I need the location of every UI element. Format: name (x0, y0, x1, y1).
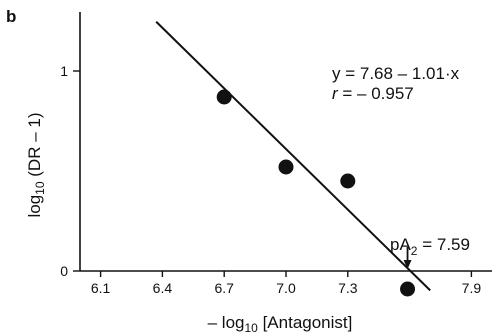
regression-line (155, 21, 431, 292)
x-ticks: 6.1 6.4 6.7 7.0 7.3 7.9 (91, 271, 481, 296)
x-tick-label: 6.4 (153, 280, 173, 296)
pa2-label-sub: 2 (411, 244, 418, 258)
y-axis-label-pre: log (25, 195, 44, 218)
pa2-arrow-head (403, 260, 412, 269)
regression-equation: y = 7.68 – 1.01·x (332, 64, 460, 83)
data-point (400, 281, 416, 297)
x-axis-label-post: [Antagonist] (258, 313, 353, 332)
x-axis-label-sub: 10 (245, 321, 259, 334)
panel-label: b (6, 7, 16, 26)
data-point (278, 159, 294, 175)
y-tick-label: 1 (60, 63, 68, 79)
x-axis-label: – log10 [Antagonist] (208, 313, 353, 334)
correlation-value: = – 0.957 (338, 84, 414, 103)
y-ticks: 01 (60, 63, 80, 279)
x-tick-label: 7.0 (276, 280, 296, 296)
y-axis-label-post: (DR – 1) (25, 112, 44, 181)
x-tick-label: 6.7 (214, 280, 234, 296)
data-point (340, 173, 356, 189)
correlation-symbol: r (332, 84, 339, 103)
x-tick-label: 7.9 (462, 280, 482, 296)
x-tick-label: 7.3 (338, 280, 358, 296)
pa2-label-post: = 7.59 (417, 235, 469, 254)
correlation-label: r = – 0.957 (332, 84, 414, 103)
pa2-arrow-icon (403, 247, 412, 269)
data-points (216, 89, 416, 297)
pa2-label: pA2 = 7.59 (390, 235, 470, 258)
data-point (216, 89, 232, 105)
y-tick-label: 0 (60, 263, 68, 279)
x-tick-label: 6.1 (91, 280, 111, 296)
pa2-label-pre: pA (390, 235, 411, 254)
x-axis-label-pre: – log (208, 313, 245, 332)
y-axis-label: log10 (DR – 1) (25, 112, 47, 217)
y-axis-label-sub: 10 (33, 181, 47, 195)
